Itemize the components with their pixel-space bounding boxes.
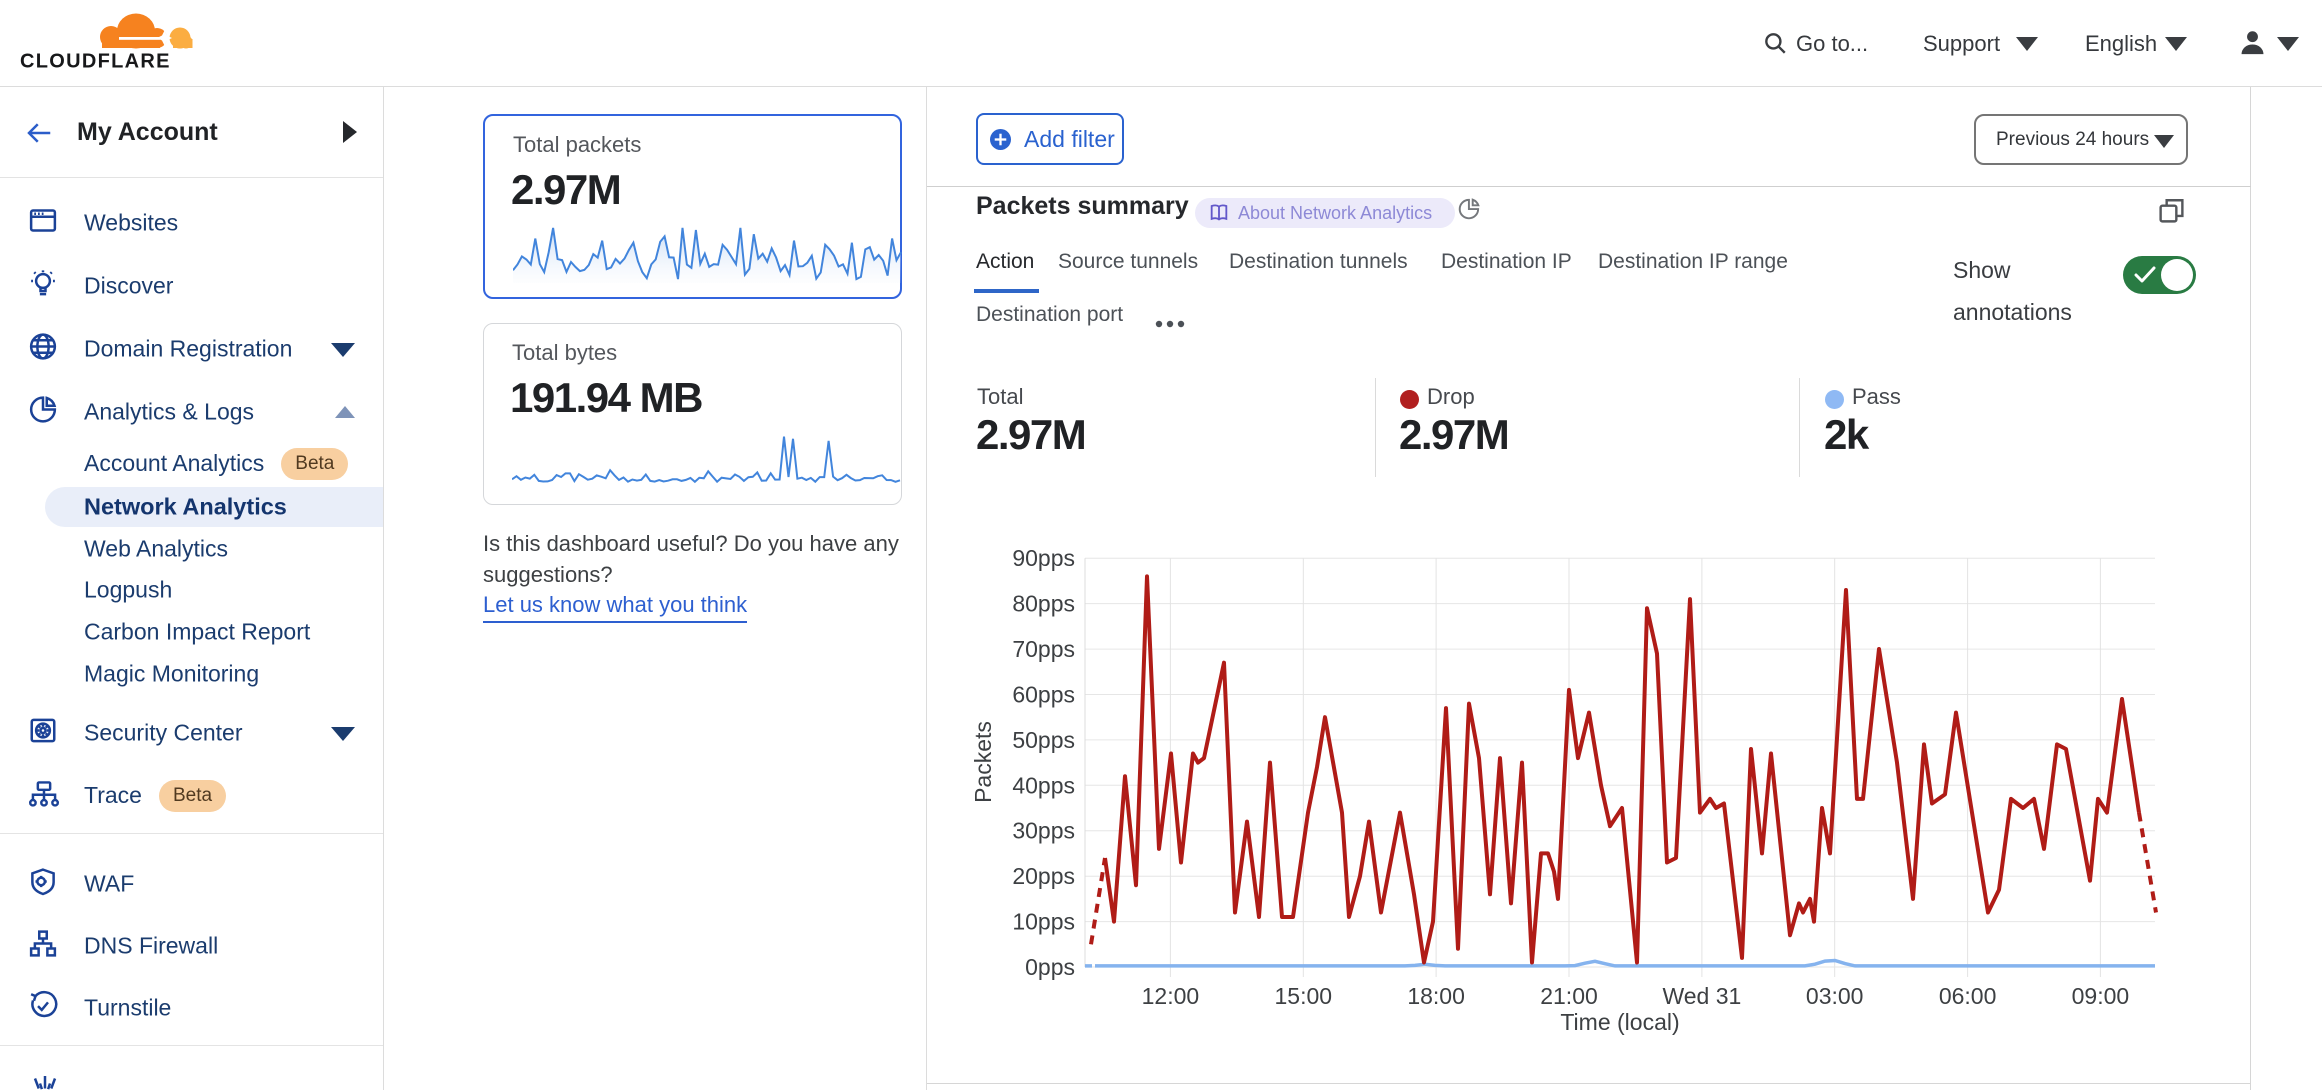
svg-text:30pps: 30pps	[1012, 818, 1075, 844]
svg-text:50pps: 50pps	[1012, 727, 1075, 753]
svg-text:09:00: 09:00	[2072, 983, 2130, 1009]
svg-text:90pps: 90pps	[1012, 545, 1075, 571]
svg-text:03:00: 03:00	[1806, 983, 1864, 1009]
svg-text:Packets: Packets	[970, 721, 996, 803]
svg-text:21:00: 21:00	[1540, 983, 1598, 1009]
svg-text:18:00: 18:00	[1407, 983, 1465, 1009]
svg-text:0pps: 0pps	[1025, 954, 1075, 980]
svg-text:10pps: 10pps	[1012, 909, 1075, 935]
svg-text:CLOUDFLARE: CLOUDFLARE	[20, 51, 171, 73]
svg-text:Wed 31: Wed 31	[1662, 983, 1741, 1009]
svg-text:06:00: 06:00	[1939, 983, 1997, 1009]
svg-text:12:00: 12:00	[1142, 983, 1200, 1009]
svg-text:70pps: 70pps	[1012, 636, 1075, 662]
svg-text:15:00: 15:00	[1275, 983, 1333, 1009]
svg-text:20pps: 20pps	[1012, 863, 1075, 889]
svg-text:80pps: 80pps	[1012, 591, 1075, 617]
svg-text:60pps: 60pps	[1012, 682, 1075, 708]
svg-text:40pps: 40pps	[1012, 772, 1075, 798]
svg-text:Time (local): Time (local)	[1560, 1009, 1679, 1035]
